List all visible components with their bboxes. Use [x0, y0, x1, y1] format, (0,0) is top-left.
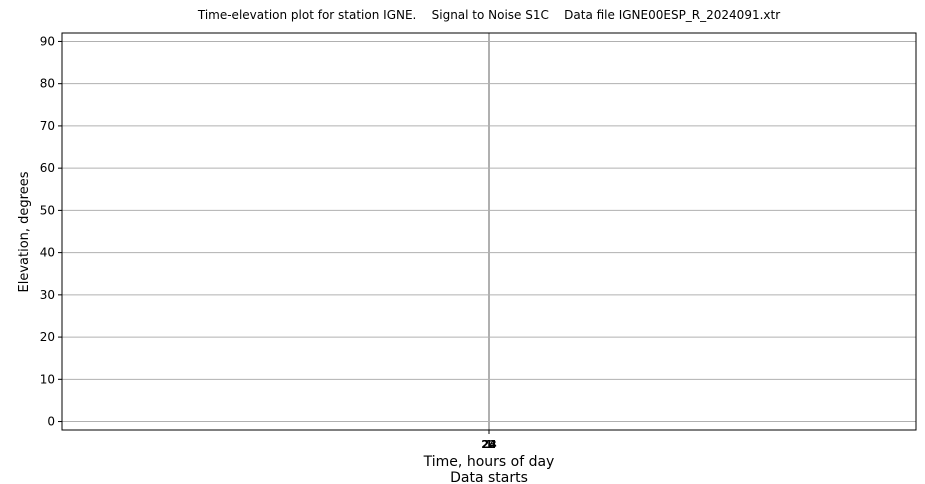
y-tick-label: 60: [40, 161, 55, 175]
x-axis-label: Time, hours of day: [423, 454, 555, 470]
y-tick-label: 40: [40, 246, 55, 260]
y-tick-label: 30: [40, 288, 55, 302]
x-tick-label: 24: [481, 438, 497, 451]
x-tick-label: 23: [481, 438, 496, 451]
y-tick-label: 70: [40, 119, 55, 133]
y-tick-label: 10: [40, 372, 55, 386]
y-axis-label: Elevation, degrees: [17, 171, 32, 292]
y-tick-label: 0: [47, 415, 55, 429]
x-axis-sublabel: Data starts: [450, 470, 528, 484]
y-tick-label: 20: [40, 330, 55, 344]
y-tick-label: 50: [40, 203, 55, 217]
chart-title: Time-elevation plot for station IGNE. Si…: [197, 8, 780, 22]
y-tick-label: 80: [40, 77, 55, 91]
x-tick-label: 1: [485, 438, 493, 451]
y-tick-label: 90: [40, 34, 55, 48]
y-axis-ticks: 0 10 20 30 40 50 60 70 80 90: [40, 34, 62, 429]
